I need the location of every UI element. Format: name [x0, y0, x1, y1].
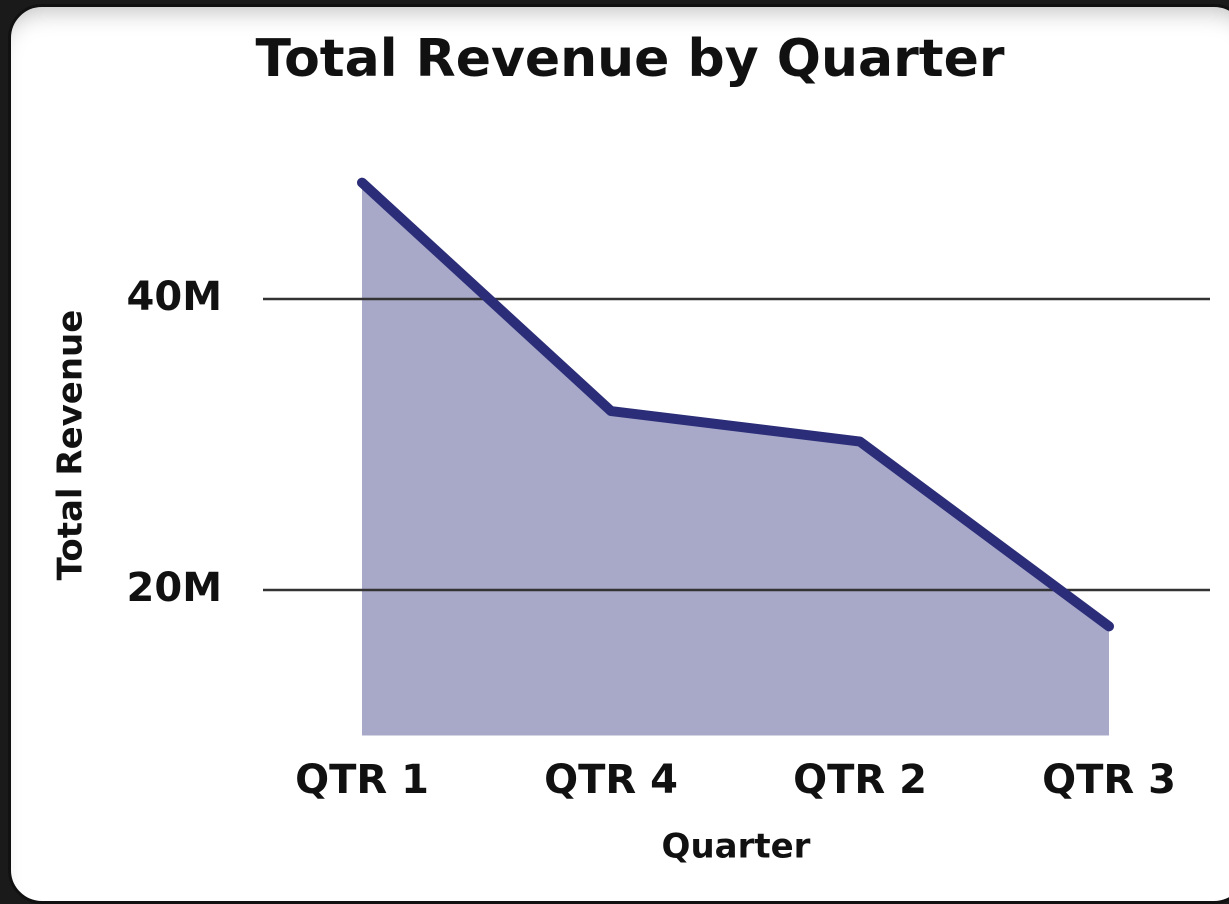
x-axis-label: Quarter: [662, 827, 811, 867]
line: [357, 177, 1114, 632]
chart-title: Total Revenue by Quarter: [256, 29, 1005, 89]
y-tick-label: 40M: [127, 274, 222, 320]
x-tick-label: QTR 2: [793, 757, 927, 803]
x-tick-label: QTR 4: [544, 757, 678, 803]
y-axis-label: Total Revenue: [51, 310, 91, 581]
x-tick-label: QTR 3: [1042, 757, 1176, 803]
area-fill: [362, 182, 1109, 736]
y-tick-label: 20M: [127, 565, 222, 611]
x-tick-label: QTR 1: [295, 757, 429, 803]
